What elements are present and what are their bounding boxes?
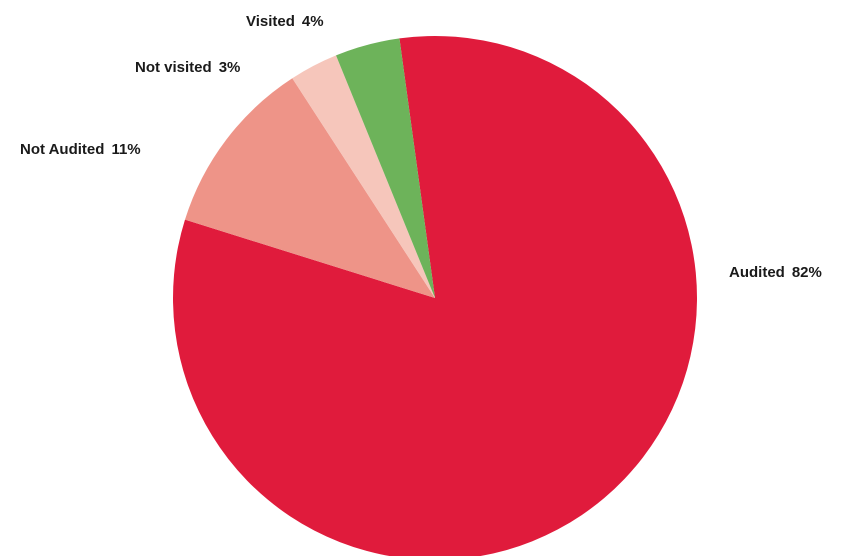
pie-slice-not-visited bbox=[292, 55, 435, 298]
slice-label-name: Not visited bbox=[135, 59, 212, 76]
slice-label-name: Not Audited bbox=[20, 141, 104, 158]
pie-slices bbox=[173, 36, 697, 556]
pie-slice-not-audited bbox=[184, 78, 435, 299]
pie-label-visited: Visited 4% bbox=[246, 13, 324, 30]
pie-label-not-visited: Not visited 3% bbox=[135, 59, 240, 76]
pie-label-not-audited: Not Audited 11% bbox=[20, 141, 141, 158]
slice-label-value: 4% bbox=[302, 13, 324, 30]
pie-labels: Audited 82% Not Audited 11% Not visited 3% Vis… bbox=[20, 13, 822, 281]
pie-slice-visited bbox=[336, 38, 435, 299]
slice-label-value: 11% bbox=[111, 141, 140, 158]
pie-label-audited: Audited 82% bbox=[729, 264, 822, 281]
pie-slice-audited bbox=[173, 36, 697, 556]
slice-label-name: Visited bbox=[246, 13, 295, 30]
slice-label-value: 82% bbox=[792, 264, 822, 281]
slice-label-value: 3% bbox=[219, 59, 241, 76]
slice-label-name: Audited bbox=[729, 264, 785, 281]
